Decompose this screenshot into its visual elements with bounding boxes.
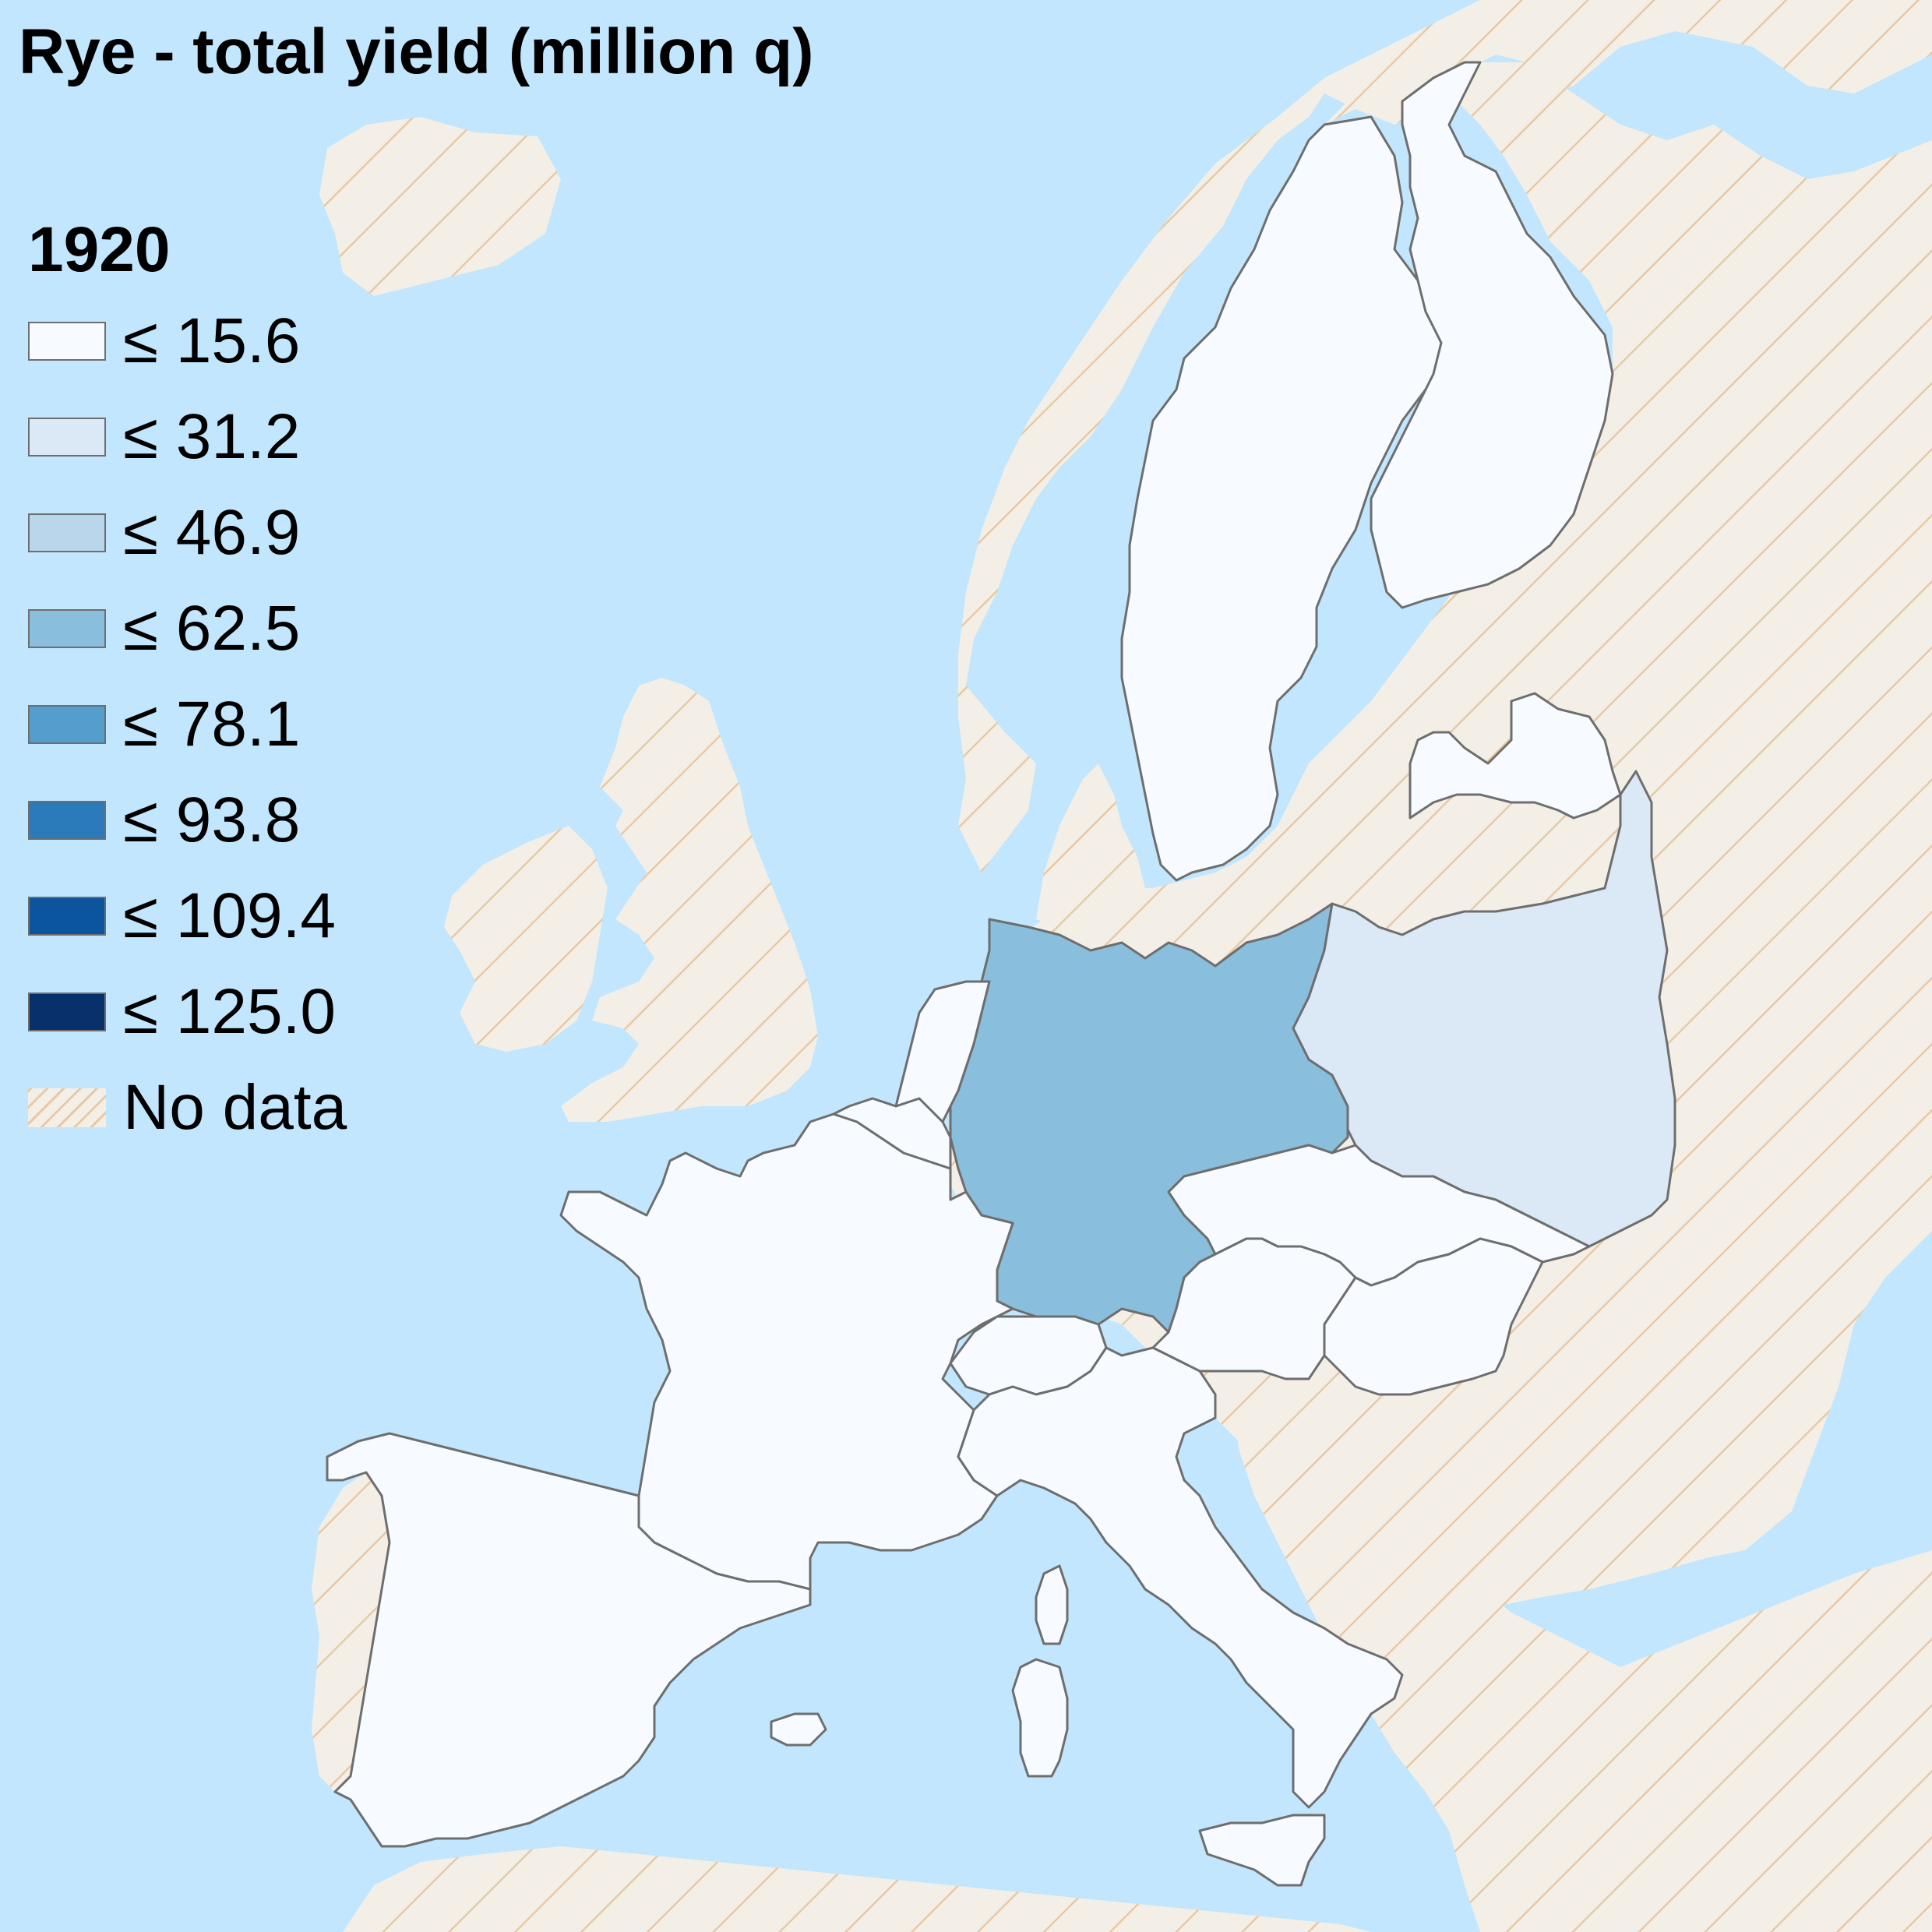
legend-label: ≤ 93.8 bbox=[123, 784, 301, 855]
region-denmark bbox=[1036, 763, 1145, 927]
region-north-africa bbox=[343, 1846, 1371, 1932]
legend-item: ≤ 62.5 bbox=[28, 580, 433, 676]
region-balkans bbox=[1231, 1394, 1932, 1932]
legend-item: ≤ 78.1 bbox=[28, 676, 433, 772]
region-sardinia bbox=[1011, 1658, 1069, 1778]
legend-swatch bbox=[28, 321, 106, 361]
legend-swatch bbox=[28, 704, 106, 744]
legend-swatch-no-data bbox=[28, 1088, 106, 1127]
legend-label: ≤ 78.1 bbox=[123, 688, 301, 760]
region-finland bbox=[1370, 61, 1614, 609]
legend-item: ≤ 46.9 bbox=[28, 485, 433, 580]
legend-item: ≤ 31.2 bbox=[28, 389, 433, 485]
legend-label: ≤ 109.4 bbox=[123, 880, 336, 951]
region-hungary bbox=[1323, 1237, 1544, 1396]
legend-swatch bbox=[28, 800, 106, 840]
region-ireland bbox=[444, 826, 608, 1052]
region-spain bbox=[326, 1432, 812, 1848]
legend-label: ≤ 15.6 bbox=[123, 305, 301, 376]
legend-item: ≤ 93.8 bbox=[28, 772, 433, 868]
legend-item: ≤ 125.0 bbox=[28, 964, 433, 1059]
legend-item: ≤ 109.4 bbox=[28, 868, 433, 964]
page-title: Rye - total yield (million q) bbox=[19, 16, 814, 87]
region-sicily bbox=[1198, 1814, 1326, 1887]
region-poland bbox=[1292, 770, 1676, 1248]
region-corsica bbox=[1035, 1564, 1069, 1645]
legend-label: ≤ 62.5 bbox=[123, 592, 301, 664]
legend-year: 1920 bbox=[28, 214, 171, 285]
legend-item-no-data: No data bbox=[28, 1059, 433, 1155]
region-iceland bbox=[319, 117, 561, 296]
legend-label: No data bbox=[123, 1071, 347, 1143]
legend: 1920 ≤ 15.6 ≤ 31.2 ≤ 46.9 ≤ 62.5 ≤ 78.1 … bbox=[28, 212, 433, 1155]
legend-swatch bbox=[28, 896, 106, 936]
legend-swatch bbox=[28, 992, 106, 1031]
legend-swatch bbox=[28, 608, 106, 648]
legend-item: ≤ 15.6 bbox=[28, 293, 433, 389]
legend-swatch bbox=[28, 417, 106, 457]
region-portugal bbox=[312, 1472, 390, 1792]
region-norway bbox=[958, 0, 1932, 873]
legend-label: ≤ 31.2 bbox=[123, 400, 301, 472]
region-netherlands bbox=[894, 980, 991, 1123]
data-regions bbox=[326, 61, 1676, 1887]
legend-label: ≤ 46.9 bbox=[123, 496, 301, 568]
legend-label: ≤ 125.0 bbox=[123, 975, 336, 1047]
region-france bbox=[559, 1112, 1014, 1591]
legend-swatch bbox=[28, 513, 106, 552]
region-italy bbox=[957, 1346, 1404, 1809]
region-belgium bbox=[832, 1097, 952, 1170]
region-balearic bbox=[770, 1712, 827, 1747]
region-united-kingdom bbox=[561, 678, 818, 1122]
